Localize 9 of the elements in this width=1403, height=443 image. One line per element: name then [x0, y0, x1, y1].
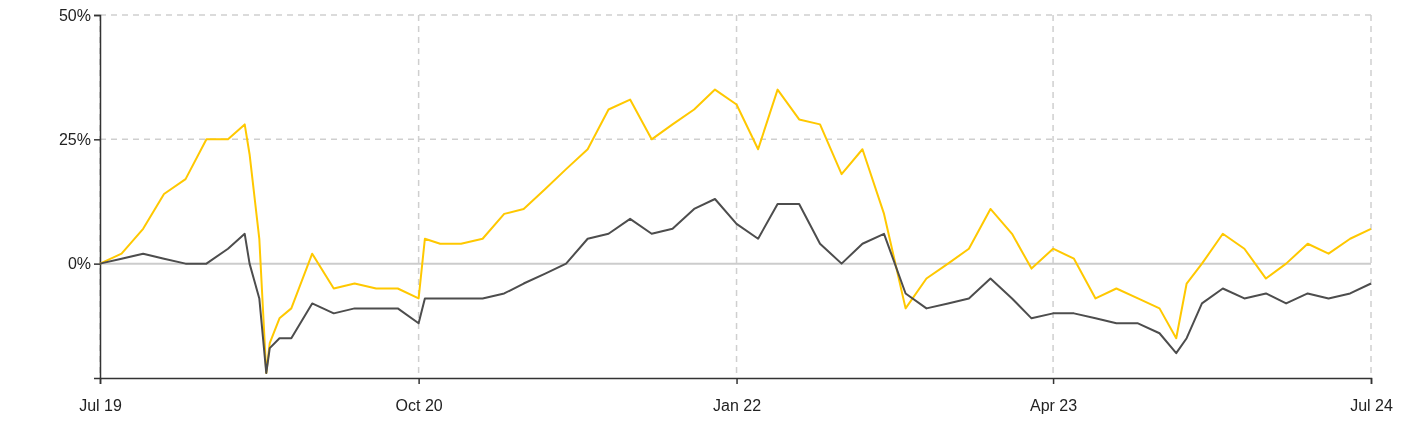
- x-tick-label: Jul 19: [79, 397, 122, 414]
- x-tick-label: Apr 23: [1030, 397, 1078, 414]
- x-tick-label: Jan 22: [713, 397, 762, 414]
- x-tick-label: Oct 20: [395, 397, 443, 414]
- y-tick-label: 25%: [58, 130, 91, 148]
- line-series: [99, 197, 1372, 375]
- x-tick-label: Jul 24: [1350, 397, 1393, 414]
- y-tick-label: 50%: [58, 6, 91, 24]
- y-tick-label: 0%: [67, 255, 91, 273]
